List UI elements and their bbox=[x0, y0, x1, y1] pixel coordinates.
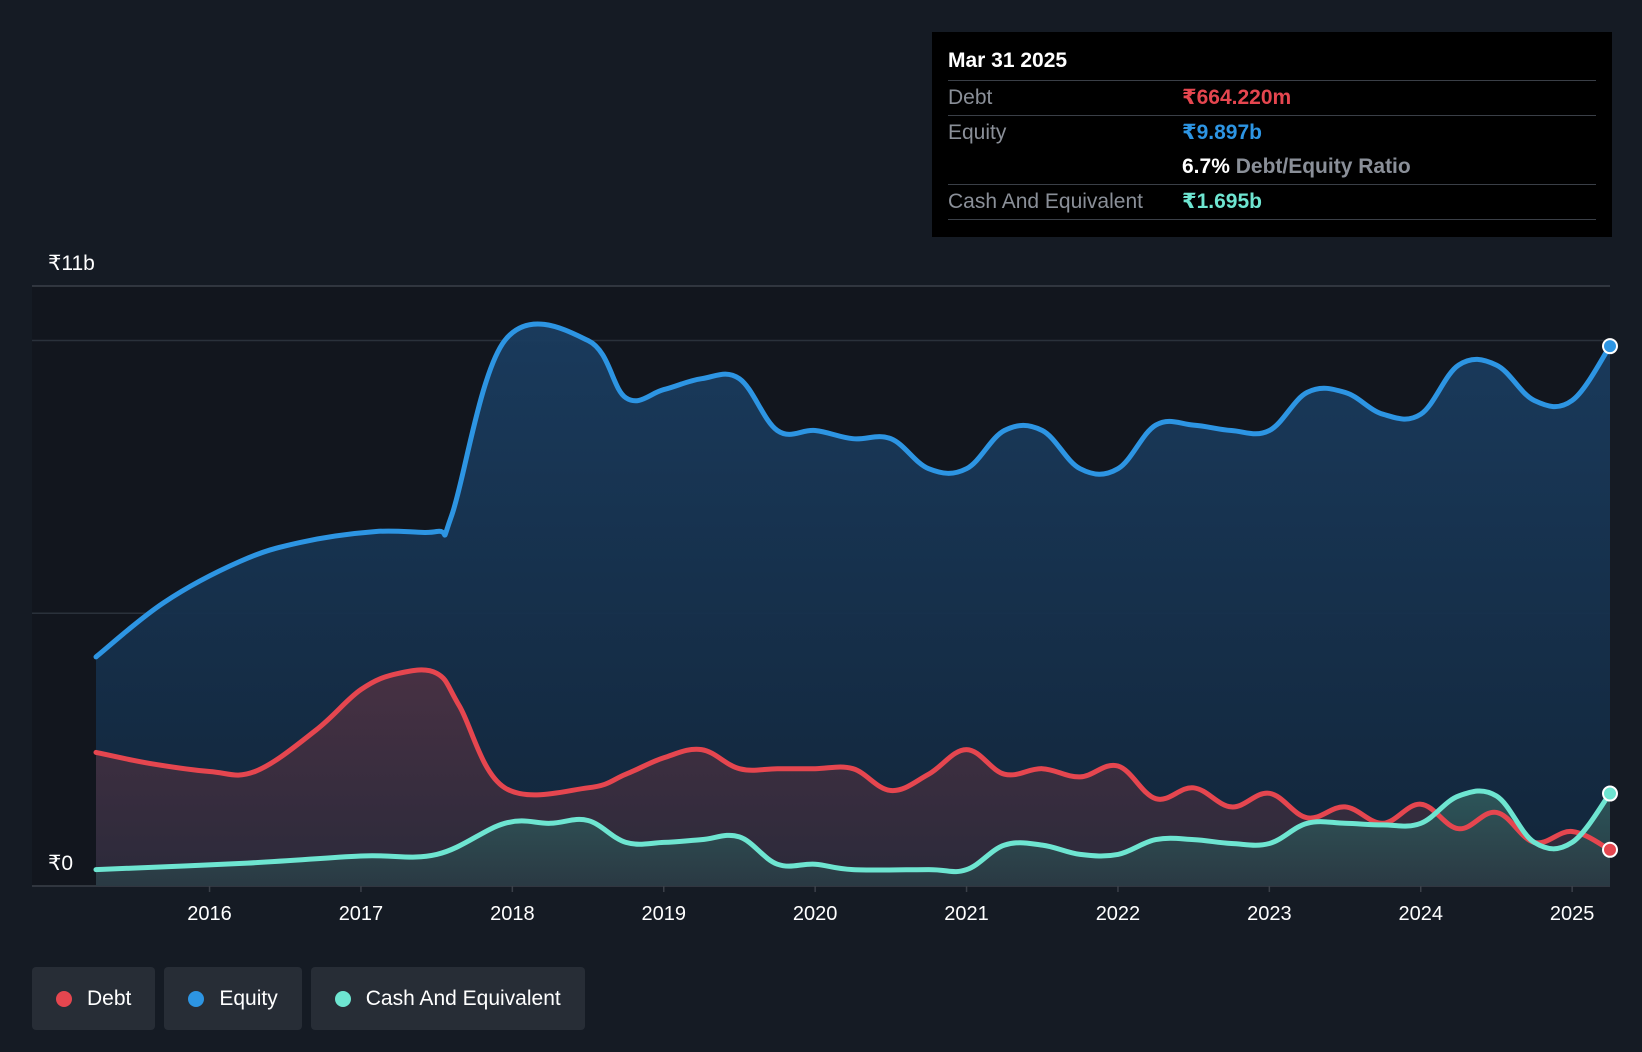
tooltip-ratio-label: Debt/Equity Ratio bbox=[1235, 155, 1411, 178]
x-tick-label: 2021 bbox=[944, 903, 989, 925]
legend-label-debt: Debt bbox=[87, 986, 132, 1010]
tooltip-ratio-value: 6.7% bbox=[1182, 155, 1230, 178]
y-axis-top-label: ₹11b bbox=[48, 252, 95, 275]
cash-and-equivalent-area bbox=[96, 790, 1610, 886]
tooltip-cash-label: Cash And Equivalent bbox=[948, 190, 1143, 213]
cash-and-equivalent-line bbox=[93, 788, 1613, 875]
tooltip-debt-label: Debt bbox=[948, 86, 993, 109]
x-tick-label: 2018 bbox=[490, 903, 535, 925]
debt-end-marker[interactable] bbox=[1602, 841, 1618, 858]
debt-dot-icon bbox=[56, 990, 72, 1007]
tooltip-equity-row: Equity ₹9.897b bbox=[948, 116, 1596, 150]
tooltip-cash-row: Cash And Equivalent ₹1.695b bbox=[948, 185, 1596, 220]
tooltip-equity-value: ₹9.897b bbox=[1182, 121, 1262, 144]
debt-line bbox=[93, 667, 1613, 853]
tooltip-equity-label: Equity bbox=[948, 121, 1007, 144]
legend-item-debt[interactable]: Debt bbox=[32, 967, 156, 1030]
legend-item-cash[interactable]: Cash And Equivalent bbox=[310, 967, 585, 1030]
legend-item-equity[interactable]: Equity bbox=[164, 967, 302, 1030]
cash-dot-icon bbox=[334, 990, 351, 1007]
y-axis-bottom-label: ₹0 bbox=[48, 852, 73, 875]
equity-line bbox=[93, 321, 1613, 660]
tooltip-cash-value: ₹1.695b bbox=[1182, 190, 1262, 213]
debt-area bbox=[96, 669, 1610, 886]
x-tick-label: 2016 bbox=[187, 903, 232, 925]
x-tick-label: 2020 bbox=[793, 903, 838, 925]
tooltip-ratio-row: 6.7% Debt/Equity Ratio bbox=[948, 150, 1596, 185]
tooltip-debt-row: Debt ₹664.220m bbox=[948, 81, 1596, 116]
x-tick-label: 2024 bbox=[1399, 903, 1444, 925]
cash-and-equivalent-end-marker[interactable] bbox=[1602, 785, 1618, 802]
tooltip-date: Mar 31 2025 bbox=[948, 46, 1596, 81]
x-tick-label: 2017 bbox=[339, 903, 384, 925]
equity-dot-icon bbox=[188, 990, 205, 1007]
x-tick-label: 2019 bbox=[642, 903, 687, 925]
x-tick-label: 2025 bbox=[1550, 903, 1595, 925]
x-tick-label: 2022 bbox=[1096, 903, 1141, 925]
x-tick-label: 2023 bbox=[1247, 903, 1292, 925]
tooltip-panel: Mar 31 2025 Debt ₹664.220m Equity ₹9.897… bbox=[932, 32, 1612, 237]
legend-label-cash: Cash And Equivalent bbox=[365, 986, 561, 1010]
tooltip-debt-value: ₹664.220m bbox=[1182, 86, 1292, 109]
legend: Debt Equity Cash And Equivalent bbox=[32, 967, 585, 1030]
equity-end-marker[interactable] bbox=[1602, 338, 1618, 355]
legend-label-equity: Equity bbox=[219, 986, 278, 1010]
